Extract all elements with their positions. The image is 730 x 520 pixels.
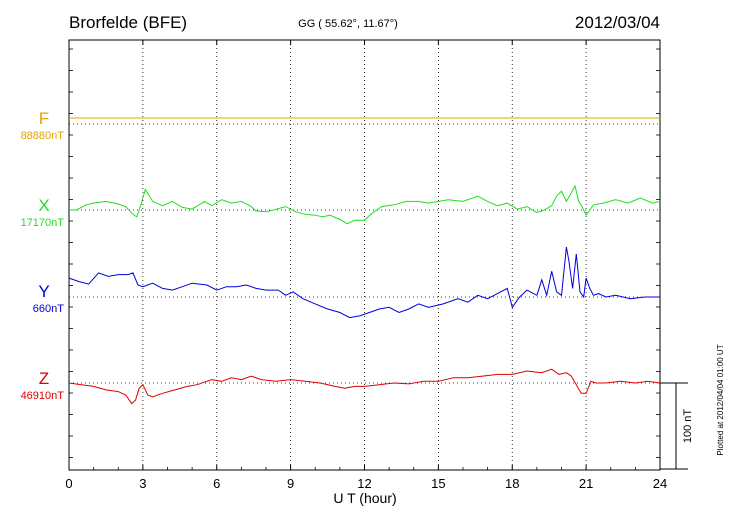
x-tick-label: 6: [213, 476, 220, 491]
x-tick-label: 18: [505, 476, 519, 491]
series-name-y: Y: [38, 282, 49, 301]
x-tick-label: 9: [287, 476, 294, 491]
x-axis-label: U T (hour): [333, 490, 396, 506]
x-tick-label: 12: [357, 476, 371, 491]
series-name-x: X: [38, 196, 49, 215]
date-label: 2012/03/04: [575, 13, 660, 32]
series-baseline-z: 46910nT: [21, 390, 65, 402]
series-lines: [68, 117, 661, 405]
series-line-y: [68, 247, 660, 319]
series-baseline-f: 88880nT: [21, 130, 65, 142]
scale-bar-label: 100 nT: [682, 409, 694, 444]
station-title: Brorfelde (BFE): [69, 13, 187, 32]
scale-bar: 100 nT: [660, 382, 694, 470]
grid-lines: [142, 40, 587, 470]
series-name-f: F: [39, 109, 49, 128]
series-baseline-x: 17170nT: [21, 217, 65, 229]
x-tick-label: 15: [431, 476, 445, 491]
coordinates-label: GG ( 55.62°, 11.67°): [298, 18, 398, 30]
series-name-z: Z: [39, 369, 49, 388]
series-labels: F 88880nT X 17170nT Y 660nT Z 46910nT: [21, 109, 65, 402]
series-line-x: [69, 184, 661, 225]
series-baseline-y: 660nT: [33, 303, 64, 315]
plotted-note: Plotted at 2012/04/04 01:00 UT: [716, 344, 725, 455]
x-tick-label: 3: [139, 476, 146, 491]
x-axis-ticks: 0 3 6 9 12 15 18 21 24: [65, 40, 667, 491]
series-line-z: [68, 368, 661, 405]
x-tick-label: 0: [65, 476, 72, 491]
baselines: [69, 123, 660, 384]
x-tick-label: 24: [653, 476, 667, 491]
x-tick-label: 21: [579, 476, 593, 491]
